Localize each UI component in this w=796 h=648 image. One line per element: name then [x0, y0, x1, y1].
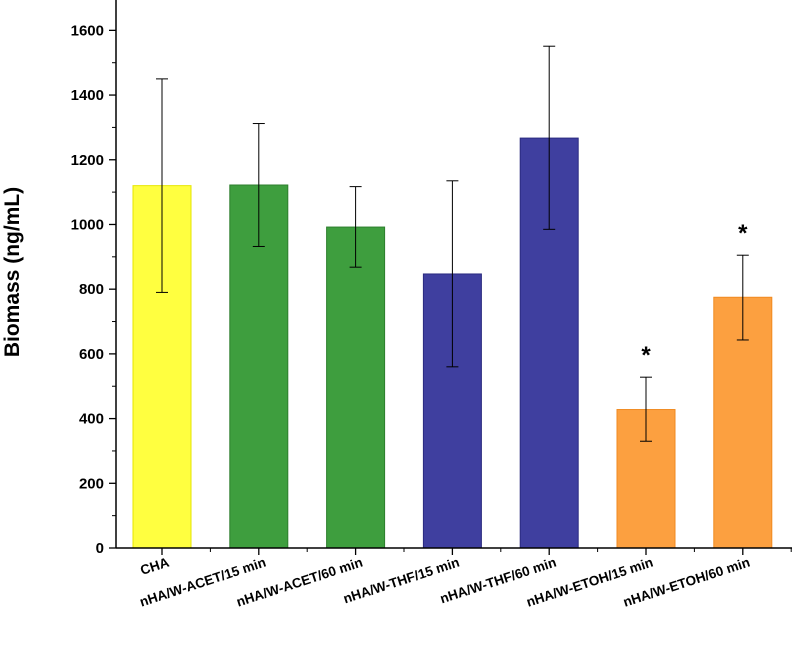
- y-tick-label: 800: [79, 281, 104, 298]
- bar: [326, 226, 386, 549]
- y-tick-label: 1000: [71, 216, 104, 233]
- y-tick-label: 600: [79, 346, 104, 363]
- y-axis-title: Biomass (ng/mL): [1, 187, 24, 357]
- y-tick-label: 1200: [71, 152, 104, 169]
- significance-mark: *: [641, 342, 651, 369]
- error-bars: **: [156, 45, 749, 442]
- x-category-label: CHA: [138, 555, 171, 578]
- y-tick-label: 200: [79, 475, 104, 492]
- y-tick-label: 0: [96, 540, 104, 557]
- y-axis: 0 200 400 600 800 1000 1200 1400 1600: [71, 0, 117, 557]
- y-tick-label: 1600: [71, 22, 104, 39]
- significance-mark: *: [738, 220, 748, 247]
- y-tick-label: 400: [79, 411, 104, 428]
- y-tick-label: 1400: [71, 87, 104, 104]
